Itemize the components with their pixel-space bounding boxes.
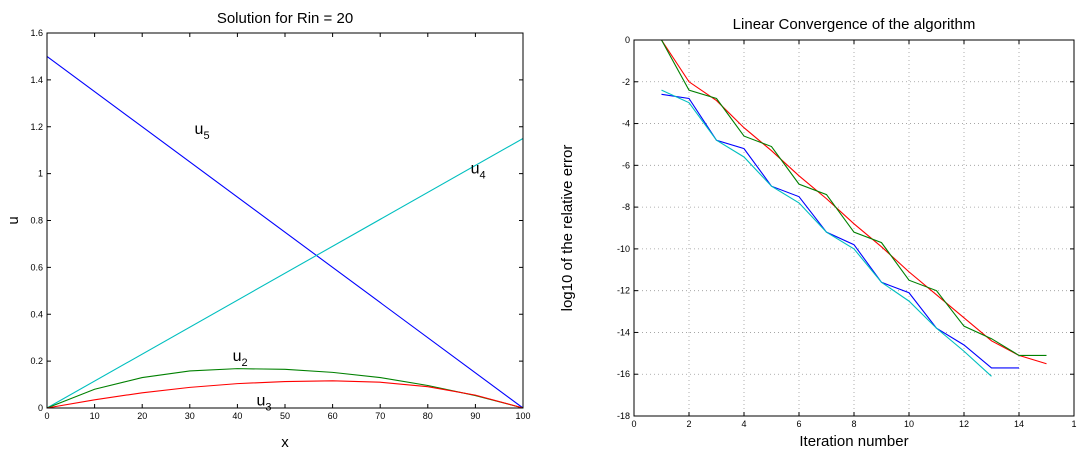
x-tick-label: 6 (796, 419, 801, 429)
x-tick-label: 14 (1014, 419, 1024, 429)
x-tick-label: 12 (959, 419, 969, 429)
series-line-u4 (46, 137, 524, 409)
x-tick-label: 2 (686, 419, 691, 429)
x-tick-label: 20 (137, 411, 147, 421)
series-line-series-4 (661, 89, 992, 377)
x-tick-label: 90 (470, 411, 480, 421)
x-tick-label: 40 (232, 411, 242, 421)
y-tick-label: 0.2 (30, 356, 43, 366)
y-tick-label: 1 (38, 169, 43, 179)
x-axis-label: x (281, 434, 289, 451)
y-axis-label: log10 of the relative error (559, 145, 576, 312)
chart-title: Solution for Rin = 20 (217, 10, 353, 27)
y-tick-label: -10 (617, 244, 630, 254)
y-tick-label: -18 (617, 411, 630, 421)
x-tick-label: 8 (851, 419, 856, 429)
series-annotation-u4: u4 (471, 161, 486, 182)
x-tick-label: 60 (328, 411, 338, 421)
x-tick-label: 0 (631, 419, 636, 429)
x-axis-label: Iteration number (799, 433, 908, 450)
series-line-series-3 (661, 93, 1019, 369)
y-tick-label: -8 (622, 202, 630, 212)
y-tick-label: 1.6 (30, 28, 43, 38)
y-tick-label: 0.6 (30, 262, 43, 272)
y-tick-label: -4 (622, 119, 630, 129)
y-tick-label: -2 (622, 77, 630, 87)
y-tick-label: 1.4 (30, 75, 43, 85)
y-tick-label: -14 (617, 327, 630, 337)
series-line-u2 (46, 368, 524, 409)
x-tick-label: 50 (280, 411, 290, 421)
y-tick-label: -16 (617, 369, 630, 379)
series-annotation-u5: u5 (195, 121, 210, 142)
y-tick-label: 0.8 (30, 216, 43, 226)
x-tick-label: 70 (375, 411, 385, 421)
x-tick-label: 0 (44, 411, 49, 421)
chart-convergence: 0 2 4 6 8 10 12 14 1 -18 -16 -14 -12 -10 -8 -6 -4 -2 0 Line… (559, 16, 1077, 450)
chart-title: Linear Convergence of the algorithm (733, 16, 976, 33)
x-tick-label: 30 (185, 411, 195, 421)
y-tick-label: -12 (617, 286, 630, 296)
chart-solution: 0 10 20 30 40 50 60 70 80 90 100 0 0.2 0.4 0.6 0.8 1 1.2 1… (5, 10, 531, 451)
x-tick-label: 10 (90, 411, 100, 421)
x-tick-label: 10 (904, 419, 914, 429)
y-tick-label: 0 (625, 35, 630, 45)
y-axis-label: u (5, 216, 22, 224)
y-tick-label: 0 (38, 403, 43, 413)
series-line-u3 (46, 380, 524, 409)
y-tick-label: 0.4 (30, 309, 43, 319)
x-tick-label: 100 (515, 411, 530, 421)
x-tick-label: 4 (741, 419, 746, 429)
y-tick-label: -6 (622, 160, 630, 170)
series-line-u5 (46, 55, 524, 409)
series-line-series-2 (661, 39, 1047, 356)
x-tick-label: 80 (423, 411, 433, 421)
x-tick-label: 1 (1071, 419, 1076, 429)
series-annotation-u2: u2 (233, 348, 248, 369)
series-annotation-u3: u3 (256, 393, 271, 414)
y-tick-label: 1.2 (30, 122, 43, 132)
series-line-series-1 (661, 39, 1047, 365)
